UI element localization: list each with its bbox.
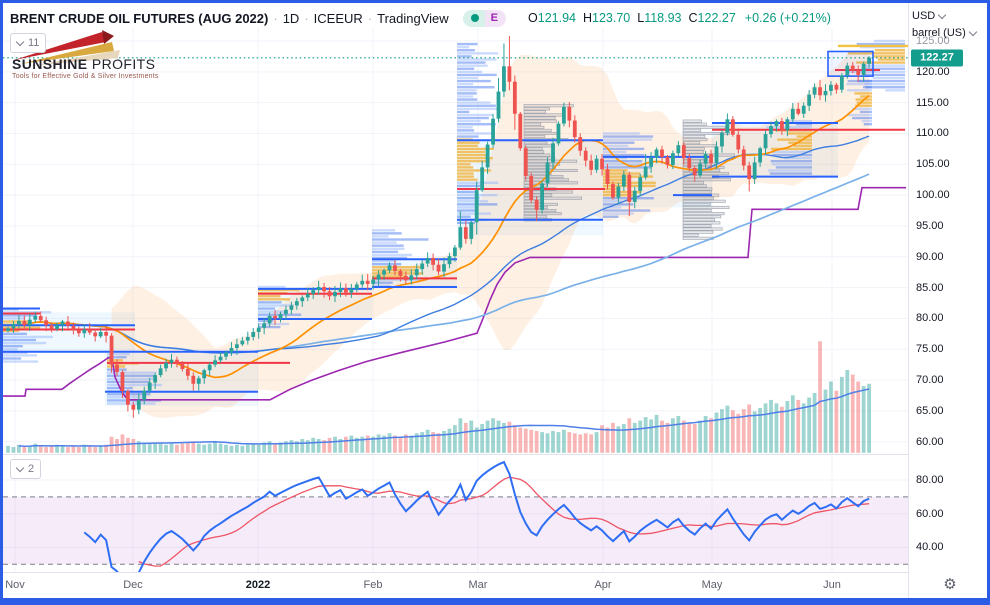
price-axis-label: 105.00 [916,158,950,171]
close-value: 122.27 [697,11,736,25]
exchange-label: ICEEUR [313,10,363,26]
platform-label[interactable]: TradingView [377,10,449,26]
window-border-bottom [0,598,990,605]
chart-legend[interactable]: BRENT CRUDE OIL FUTURES (AUG 2022) · 1D … [10,8,831,28]
indicator-axis-label: 40.00 [916,541,944,554]
low-value: 118.93 [644,11,682,25]
price-axis-label: 125.00 [916,35,950,47]
currency-dropdown[interactable]: USD [912,7,986,24]
indicator-count: 11 [28,37,40,49]
time-axis-label[interactable]: Feb [363,579,383,591]
window-border-left [0,0,3,605]
close-label: C [688,11,698,25]
indicator-count: 2 [28,463,35,475]
chevron-down-icon [937,10,947,19]
price-axis-label: 65.00 [916,404,944,417]
time-axis-label[interactable]: Jun [823,579,841,591]
lower-panel-collapse-button[interactable]: 2 [10,459,42,479]
status-dot-icon [462,9,485,27]
logo-name-bold: SUNSHINE [12,56,88,72]
chevron-down-icon [15,37,25,46]
price-axis[interactable]: 125.00 120.00 115.00 110.00 105.00 100.00 95.0… [908,0,990,605]
open-label: O [528,11,538,25]
price-axis-label: 120.00 [916,65,950,78]
time-axis-label[interactable]: Nov [5,579,25,591]
price-axis-label: 95.00 [916,219,944,232]
event-marker-badge[interactable]: E [462,9,507,27]
time-axis-label[interactable]: May [701,579,723,591]
interval-label[interactable]: 1D [282,10,300,26]
price-axis-label: 60.00 [916,435,944,448]
logo-tagline: Tools for Effective Gold & Silver Invest… [12,73,159,80]
time-axis-label[interactable]: Mar [468,579,488,591]
change-value: +0.26 (+0.21%) [744,11,831,25]
chevron-down-icon [15,463,25,472]
separator: · [273,10,278,26]
ohlc-readout: O121.94 H123.70 L118.93 C122.27 +0.26 (+0.21… [528,11,831,25]
price-axis-label: 75.00 [916,343,944,356]
current-price-badge: 122.27 [911,49,963,67]
price-axis-label: 80.00 [916,312,944,325]
logo-name-light: PROFITS [87,56,156,72]
chevron-down-icon [968,27,978,36]
gear-icon[interactable]: ⚙ [943,576,957,593]
time-axis[interactable]: Nov Dec 2022 Feb Mar Apr May Jun [0,572,908,598]
sunshine-profits-logo: SUNSHINE PROFITS Tools for Effective Gol… [12,56,202,80]
separator: · [304,10,309,26]
indicator-axis-label: 60.00 [916,507,944,520]
unit-label: barrel (US) [912,26,966,39]
low-label: L [637,11,645,25]
price-axis-label: 100.00 [916,189,950,202]
high-label: H [582,11,593,25]
time-axis-label[interactable]: 2022 [245,579,271,591]
indicator-axis-label: 80.00 [916,474,944,486]
price-axis-label: 110.00 [916,127,949,140]
main-panel-collapse-button[interactable]: 11 [10,33,47,53]
time-axis-label[interactable]: Dec [123,579,143,591]
price-axis-label: 85.00 [916,281,944,294]
window-border-top [0,0,990,3]
unit-dropdown[interactable]: barrel (US) [912,24,986,41]
price-axis-label: 90.00 [916,250,944,263]
axis-unit-selectors: USD barrel (US) [912,7,986,41]
window-border-right [987,0,990,605]
price-axis-label: 115.00 [916,96,949,109]
open-value: 121.94 [537,11,576,25]
separator: · [367,10,373,26]
currency-label: USD [912,9,936,22]
panel-divider[interactable] [0,454,908,455]
logo-arrows-icon [14,30,120,66]
high-value: 123.70 [592,11,631,25]
symbol-title[interactable]: BRENT CRUDE OIL FUTURES (AUG 2022) [10,10,269,26]
price-axis-label: 70.00 [916,374,944,387]
time-axis-label[interactable]: Apr [594,579,612,591]
earnings-marker-label: E [484,9,507,27]
